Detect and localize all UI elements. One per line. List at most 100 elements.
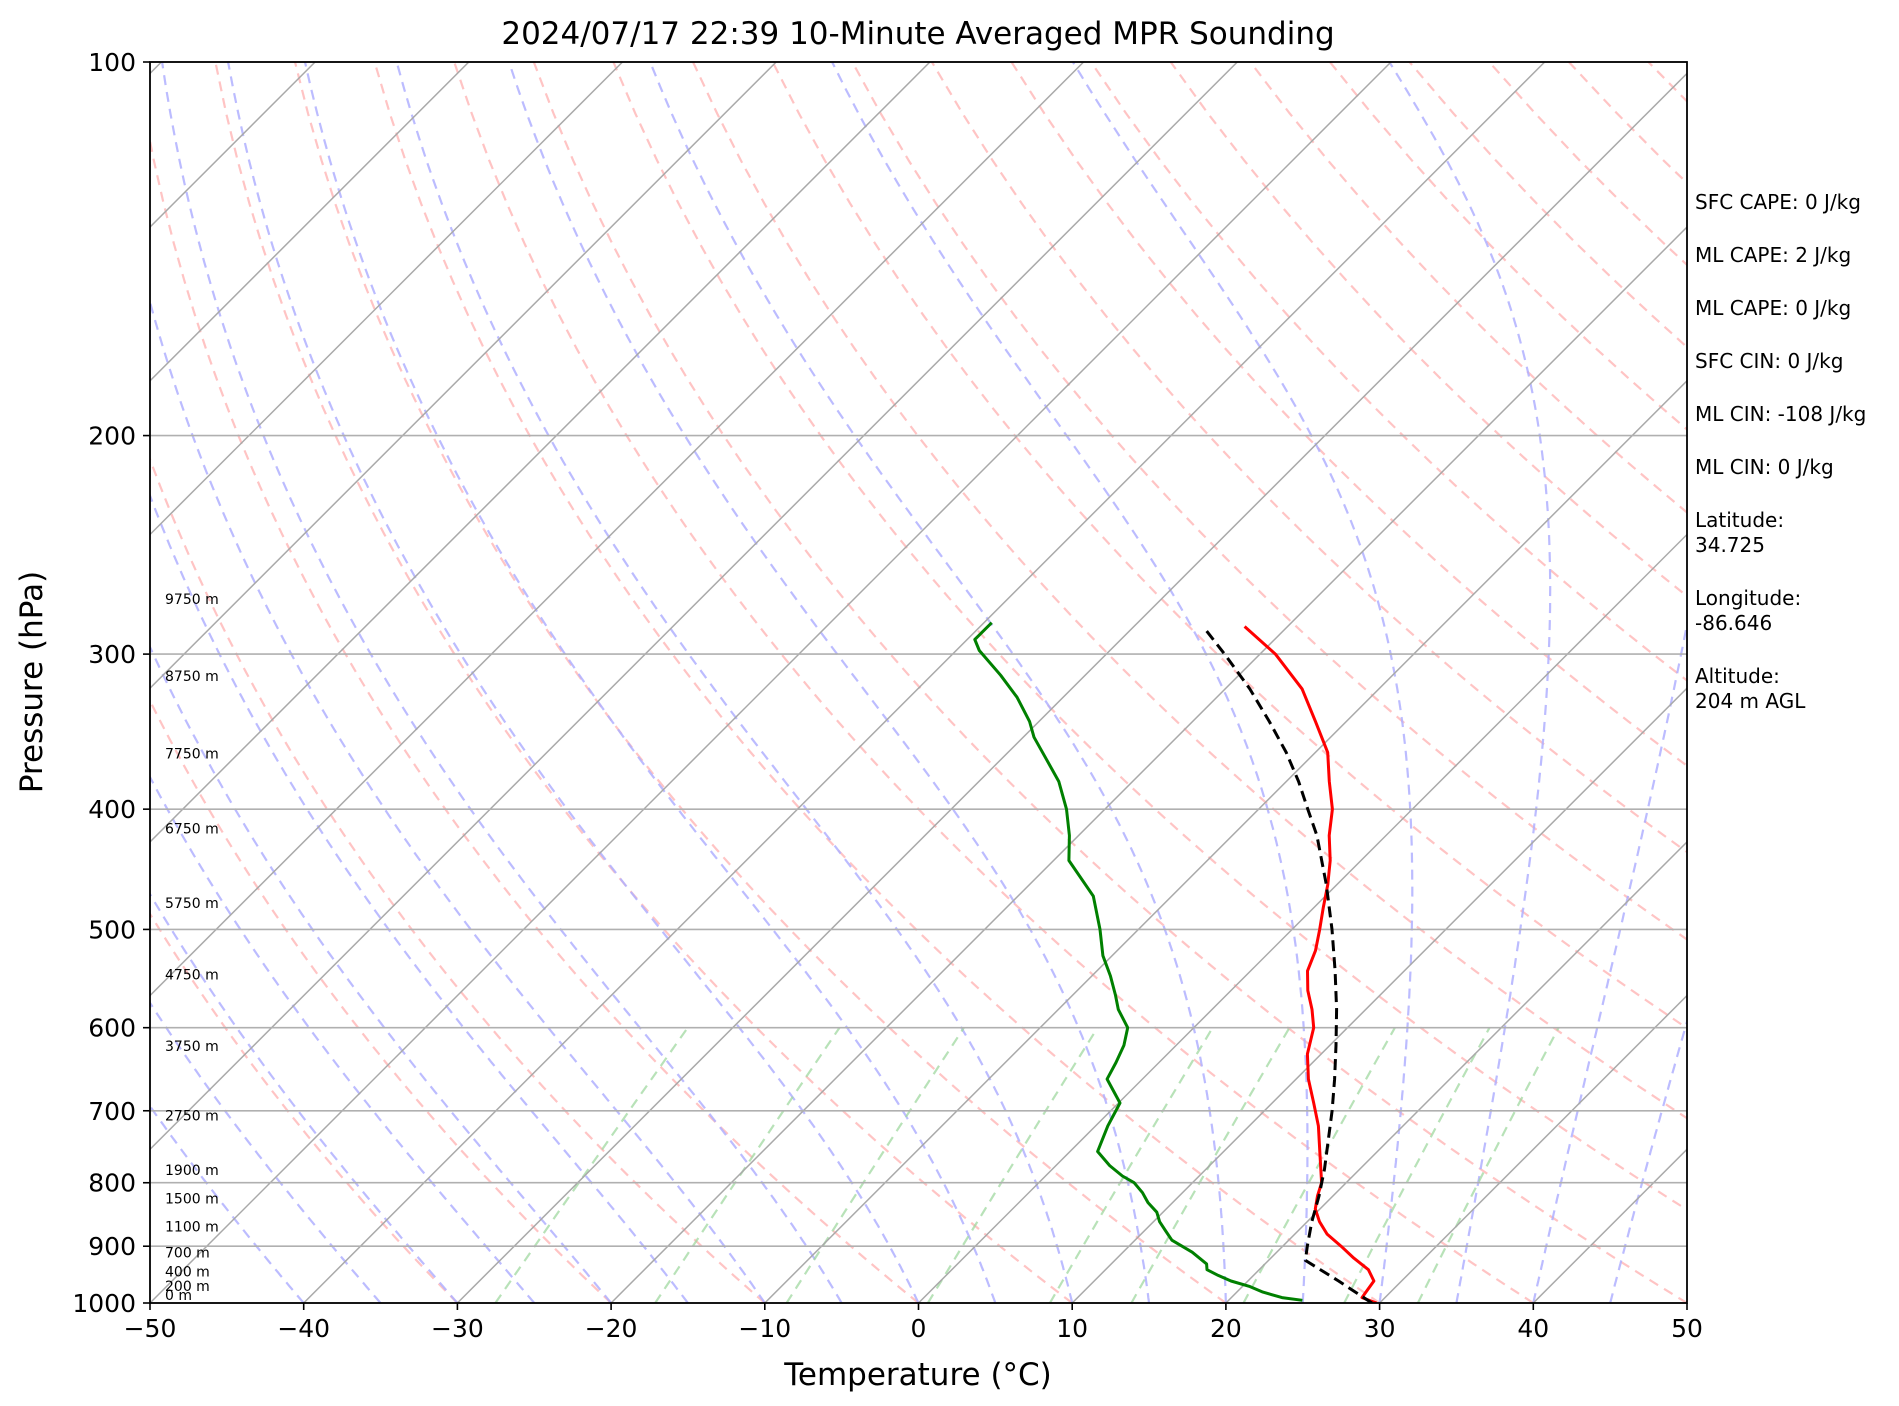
- mixing-ratio-line: [1343, 1027, 1491, 1303]
- y-tick-label: 800: [88, 1169, 136, 1198]
- height-label: 700 m: [165, 1245, 210, 1261]
- dry-adiabat: [532, 62, 1687, 1303]
- sounding-stats-panel: SFC CAPE: 0 J/kg ML CAPE: 2 J/kg ML CAPE: …: [1695, 190, 1895, 742]
- sounding-stat: SFC CIN: 0 J/kg: [1695, 349, 1844, 373]
- y-tick-label: 700: [88, 1097, 136, 1126]
- height-label: 4750 m: [165, 968, 219, 984]
- moist-adiabat: [649, 62, 1227, 1303]
- y-axis-label: Pressure (hPa): [14, 571, 50, 793]
- x-tick-label: 20: [1210, 1314, 1242, 1343]
- height-label: 1900 m: [165, 1163, 219, 1179]
- moist-adiabat: [150, 644, 612, 1303]
- dry-adiabat: [612, 62, 1687, 1211]
- moist-adiabat: [303, 62, 997, 1303]
- isotherm: [150, 62, 777, 690]
- dry-adiabat: [692, 62, 1687, 1120]
- isotherm: [150, 62, 1085, 997]
- moist-adiabat: [161, 62, 843, 1303]
- sounding-stat: ML CIN: 0 J/kg: [1695, 455, 1834, 479]
- y-tick-label: 100: [88, 48, 136, 77]
- dry-adiabat: [150, 911, 459, 1303]
- moist-adiabat: [1532, 618, 1687, 1303]
- dry-adiabat: [150, 698, 612, 1303]
- isotherm: [1379, 994, 1687, 1303]
- isotherm: [1071, 687, 1687, 1303]
- moist-adiabat: [150, 892, 459, 1303]
- moist-adiabat: [1071, 62, 1414, 1303]
- isotherm: [150, 62, 470, 382]
- height-label: 1100 m: [165, 1220, 219, 1236]
- isotherm: [150, 62, 1238, 1151]
- x-axis-ticks: −50 −40 −30 −20 −10 0 10 20 30 40 50: [124, 1303, 1703, 1343]
- height-label: 200 m: [165, 1279, 210, 1295]
- moist-adiabat: [395, 62, 1074, 1303]
- isotherm: [150, 62, 931, 843]
- parcel-profile-line: [1201, 625, 1373, 1303]
- dry-adiabat: [771, 62, 1687, 1030]
- dry-adiabat: [293, 62, 1227, 1303]
- x-tick-label: 30: [1364, 1314, 1396, 1343]
- dry-adiabat: [453, 62, 1534, 1303]
- x-tick-label: 50: [1671, 1314, 1703, 1343]
- height-label: 0 m: [165, 1288, 192, 1304]
- height-label: 8750 m: [165, 669, 219, 685]
- moist-adiabat: [1388, 62, 1552, 1303]
- dry-adiabat: [214, 62, 1073, 1303]
- sounding-stat: Latitude: 34.725: [1695, 508, 1785, 557]
- moist-adiabat: [1609, 1017, 1687, 1303]
- isotherm: [1225, 840, 1687, 1303]
- x-tick-label: 10: [1056, 1314, 1088, 1343]
- dewpoint-profile-line: [973, 621, 1303, 1302]
- x-tick-label: −20: [585, 1314, 638, 1343]
- reference-lines: [0, 62, 1687, 1303]
- sounding-stat: ML CAPE: 0 J/kg: [1695, 296, 1852, 320]
- chart-title: 2024/07/17 22:39 10-Minute Averaged MPR …: [501, 16, 1334, 52]
- x-tick-label: 0: [911, 1314, 927, 1343]
- dry-adiabat: [851, 62, 1687, 941]
- mixing-ratio-line: [654, 1027, 841, 1303]
- height-label: 5750 m: [165, 896, 219, 912]
- dry-adiabat: [1169, 62, 1687, 598]
- y-tick-label: 500: [88, 915, 136, 944]
- moist-adiabat: [507, 62, 1151, 1303]
- isotherm: [456, 72, 1687, 1303]
- height-label: 3750 m: [165, 1039, 219, 1055]
- height-label: 2750 m: [165, 1109, 219, 1125]
- moist-adiabat: [150, 492, 689, 1303]
- height-label: 400 m: [165, 1264, 210, 1280]
- y-tick-label: 900: [88, 1232, 136, 1261]
- dry-adiabat: [1010, 62, 1687, 768]
- sounding-series: [973, 621, 1378, 1303]
- x-tick-label: −30: [431, 1314, 484, 1343]
- x-tick-label: −50: [124, 1314, 177, 1343]
- moist-adiabat: [150, 298, 766, 1303]
- sounding-stat: Altitude: 204 m AGL: [1695, 664, 1806, 713]
- mixing-ratio-line: [1048, 1027, 1214, 1303]
- x-axis-label: Temperature (°C): [783, 1357, 1052, 1393]
- dry-adiabat: [150, 135, 920, 1303]
- sounding-stat: ML CAPE: 2 J/kg: [1695, 243, 1852, 267]
- height-label: 9750 m: [165, 592, 219, 608]
- isotherm: [610, 226, 1687, 1303]
- x-tick-label: −10: [738, 1314, 791, 1343]
- isotherm: [0, 62, 8, 1303]
- x-tick-label: −40: [277, 1314, 330, 1343]
- moist-adiabat: [227, 62, 920, 1303]
- sounding-stat: Longitude: -86.646: [1695, 586, 1802, 635]
- sounding-stat: SFC CAPE: 0 J/kg: [1695, 190, 1861, 214]
- temperature-profile-line: [1243, 625, 1378, 1303]
- y-tick-label: 600: [88, 1014, 136, 1043]
- height-label: 7750 m: [165, 746, 219, 762]
- height-label: 1500 m: [165, 1191, 219, 1207]
- y-tick-label: 200: [88, 422, 136, 451]
- isotherm: [303, 62, 1546, 1303]
- sounding-stat: ML CIN: -108 J/kg: [1695, 402, 1867, 426]
- isotherm: [150, 62, 1392, 1303]
- isobar-gridlines: [150, 61, 1687, 1304]
- moist-adiabat: [831, 62, 1309, 1303]
- isotherm: [917, 533, 1687, 1303]
- mixing-ratio-line: [494, 1027, 689, 1303]
- plot-frame: [149, 61, 1688, 1304]
